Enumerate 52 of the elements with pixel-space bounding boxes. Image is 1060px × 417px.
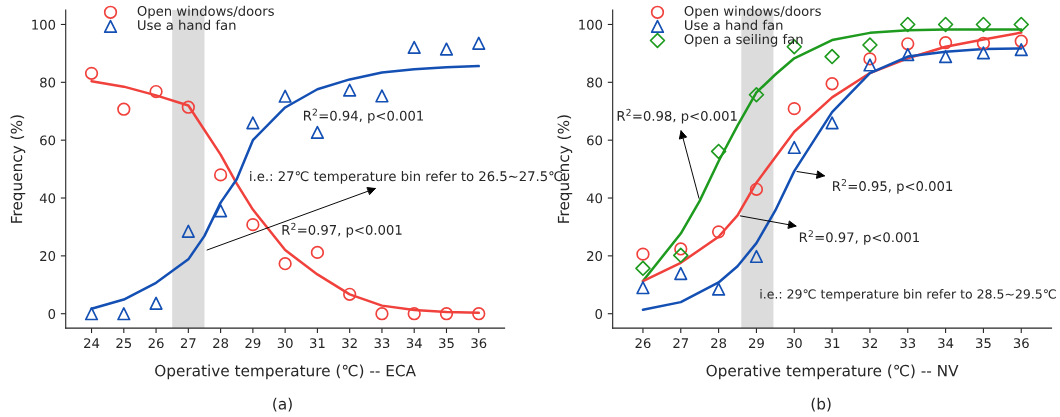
- legend-label: Use a hand fan: [138, 19, 236, 31]
- text: (a): [273, 397, 292, 412]
- y-tick-label: 80: [40, 77, 56, 88]
- x-axis-title: Operative temperature (℃) -- ECA: [155, 364, 416, 380]
- x-tick-label: 34: [938, 338, 954, 349]
- y-tick-label: 0: [595, 308, 603, 319]
- x-tick-label: 31: [310, 338, 325, 349]
- x-tick-label: 26: [635, 338, 651, 349]
- x-tick-label: 35: [976, 338, 991, 349]
- y-tick-label: 20: [587, 251, 603, 262]
- x-tick-label: 28: [711, 338, 727, 349]
- annotation: R$^{2}$=0.97, p<0.001: [799, 230, 919, 245]
- x-tick-label: 33: [900, 338, 916, 349]
- legend-label: Open windows/doors: [684, 5, 821, 19]
- legend-label: Open windows/doors: [137, 5, 274, 19]
- annotation: R$^{2}$=0.98, p<0.001: [617, 108, 737, 124]
- x-tick-label: 32: [342, 338, 357, 349]
- legend-label: Open a seiling fan: [684, 33, 803, 47]
- x-tick-label: 30: [277, 338, 293, 349]
- x-tick-label: 29: [245, 338, 261, 349]
- x-tick-label: 27: [180, 338, 196, 348]
- annotation: i.e.: 29℃ temperature bin refer to 28.5∼29.5℃: [760, 289, 1056, 302]
- legend-label: Use a hand fan: [685, 19, 783, 31]
- y-tick-label: 100: [32, 19, 56, 30]
- y-axis-title: Frequency (%): [10, 115, 26, 223]
- x-tick-label: 36: [471, 338, 487, 349]
- x-tick-label: 34: [406, 338, 422, 349]
- y-tick-label: 100: [579, 19, 603, 30]
- x-tick-label: 24: [84, 338, 100, 348]
- x-tick-label: 28: [213, 338, 229, 349]
- x-tick-label: 31: [824, 338, 840, 349]
- annotation: R$^{2}$=0.95, p<0.001: [833, 179, 953, 194]
- x-tick-label: 35: [439, 338, 454, 349]
- x-tick-label: 25: [116, 338, 132, 349]
- y-tick-label: 20: [40, 251, 56, 262]
- x-tick-label: 36: [1013, 338, 1029, 349]
- x-tick-label: 29: [749, 338, 764, 349]
- y-tick-label: 60: [587, 135, 603, 146]
- annotation: R$^{2}$=0.97, p<0.001: [282, 222, 402, 238]
- x-tick-label: 32: [862, 338, 877, 349]
- x-axis-title: Operative temperature (℃) -- NV: [706, 364, 959, 380]
- y-tick-label: 0: [48, 308, 56, 319]
- x-tick-label: 27: [673, 338, 689, 348]
- annotation: R$^{2}$=0.94, p<0.001: [303, 108, 424, 124]
- y-tick-label: 40: [39, 193, 56, 204]
- y-tick-label: 80: [587, 77, 603, 88]
- x-tick-label: 30: [786, 338, 802, 349]
- y-tick-label: 40: [586, 193, 603, 204]
- text: (b): [811, 397, 831, 412]
- x-tick-label: 33: [374, 338, 390, 349]
- y-tick-label: 60: [40, 135, 56, 146]
- x-tick-label: 26: [148, 338, 164, 349]
